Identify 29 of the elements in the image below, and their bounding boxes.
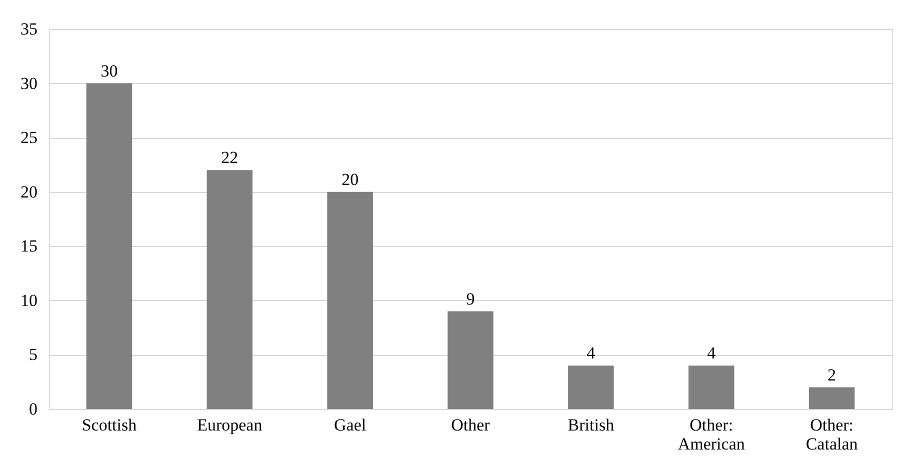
bar [327, 192, 373, 409]
bar [808, 387, 855, 409]
x-tick-label: European [197, 416, 263, 434]
data-label: 22 [221, 148, 238, 168]
bar [688, 366, 734, 409]
bar [448, 311, 494, 409]
y-tick-label: 15 [20, 236, 38, 256]
data-label: 4 [586, 344, 596, 363]
x-tick-label: Other [451, 416, 490, 434]
data-label: 4 [707, 344, 716, 363]
x-tick-label: Gael [334, 416, 366, 434]
data-label: 20 [342, 170, 359, 189]
x-tick-label: British [568, 416, 615, 434]
y-tick-label: 10 [20, 290, 38, 310]
bar [206, 170, 253, 409]
y-tick-label: 5 [29, 345, 38, 364]
x-tick-label: Other: American [678, 416, 746, 454]
y-tick-label: 35 [20, 20, 38, 38]
y-tick-label: 20 [20, 182, 38, 202]
y-tick-label: 25 [20, 128, 38, 148]
data-label: 2 [828, 365, 836, 384]
y-tick-label: 30 [20, 74, 38, 93]
x-tick-label: Scottish [82, 416, 138, 434]
data-label: 30 [100, 61, 118, 80]
data-label: 9 [466, 289, 475, 308]
y-tick-label: 0 [29, 400, 38, 418]
bar [86, 83, 132, 409]
bar [568, 366, 614, 409]
x-tick-label: Other: Catalan [806, 416, 858, 454]
